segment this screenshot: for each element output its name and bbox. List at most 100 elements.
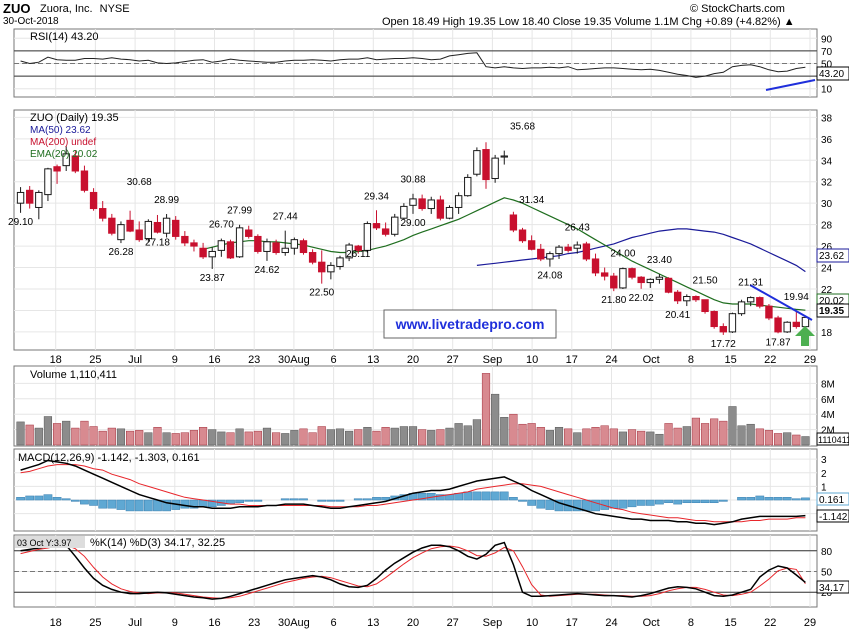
price-stats: Open 18.49 High 19.35 Low 18.40 Close 19… <box>382 16 795 28</box>
candle-body <box>527 240 536 250</box>
candle-body <box>564 246 572 251</box>
candle-body <box>637 276 645 284</box>
candle-body <box>546 253 554 260</box>
candle-body <box>126 219 134 232</box>
volume-tick-label: 6M <box>821 395 835 406</box>
price-tick-label: 28 <box>821 221 833 232</box>
candle-body <box>153 221 162 233</box>
volume-bar <box>180 432 189 446</box>
macd-histogram-bar <box>463 491 473 501</box>
macd-histogram-bar <box>280 498 290 501</box>
price-tick-label: 18 <box>821 328 833 339</box>
candle-body <box>281 247 289 254</box>
price-data-label: 17.87 <box>766 337 791 348</box>
volume-tick-label: 2M <box>821 426 835 437</box>
volume-bar <box>436 429 445 446</box>
x-tick-label: Sep <box>483 354 503 366</box>
candle-body <box>418 198 426 210</box>
stoch-tick-label: 50 <box>821 568 833 579</box>
macd-histogram-bar <box>198 499 208 508</box>
macd-histogram-bar <box>673 499 683 505</box>
ma50-value-box <box>816 248 849 263</box>
macd-histogram-bar <box>80 499 89 505</box>
macd-histogram-bar <box>125 499 135 512</box>
volume-bar <box>427 430 436 446</box>
macd-histogram-bar <box>536 499 546 509</box>
x-tick-label: 10 <box>526 354 538 366</box>
volume-bar <box>34 427 43 446</box>
macd-histogram-bar <box>363 498 372 501</box>
macd-line <box>20 459 806 526</box>
volume-bar <box>16 421 25 446</box>
candle-body <box>162 217 171 234</box>
x-tick-label-bottom: 9 <box>172 617 178 629</box>
candle-body <box>62 153 70 167</box>
volume-bar <box>80 420 89 446</box>
x-tick-label-bottom: 18 <box>50 617 62 629</box>
volume-bar <box>317 426 326 446</box>
candle-body <box>190 242 198 247</box>
candle-body <box>482 149 490 181</box>
candle-body <box>80 170 89 191</box>
price-data-label: 24.00 <box>610 249 635 260</box>
macd-histogram-bar <box>636 499 646 506</box>
price-tick-label: 32 <box>821 178 833 189</box>
rsi-trendline <box>765 79 816 91</box>
candle-body <box>172 219 180 237</box>
macd-histogram-bar <box>481 491 491 501</box>
price-data-label: 27.99 <box>227 206 252 217</box>
chart-date: 30-Oct-2018 <box>3 16 59 27</box>
price-data-label: 17.72 <box>711 339 736 350</box>
volume-bar <box>144 432 153 446</box>
x-tick-label: 25 <box>89 354 101 366</box>
stoch-plot <box>14 541 817 600</box>
price-tick-label: 30 <box>821 199 833 210</box>
up-arrow-icon <box>795 326 815 346</box>
ma50-legend: MA(50) 23.62 <box>30 125 91 136</box>
x-tick-label: 18 <box>50 354 62 366</box>
volume-bar <box>162 432 171 446</box>
candle-body <box>181 235 189 244</box>
x-tick-label-bottom: 23 <box>248 617 260 629</box>
price-data-label: 26.11 <box>346 249 371 260</box>
x-tick-label: 29 <box>804 354 816 366</box>
x-tick-label-bottom: 27 <box>447 617 459 629</box>
macd-histogram-bar <box>353 498 363 501</box>
volume-bar <box>737 425 746 446</box>
volume-bar <box>171 433 180 446</box>
macd-histogram-bar <box>372 497 381 501</box>
candle-body <box>610 275 618 289</box>
macd-histogram-bar <box>25 495 35 501</box>
macd-histogram-bar <box>180 499 190 509</box>
volume-bar <box>600 425 609 446</box>
macd-histogram-bar <box>244 499 254 502</box>
candle-body <box>254 235 262 252</box>
macd-histogram-bar <box>34 495 44 501</box>
macd-signal-line <box>20 464 806 523</box>
candle-body <box>491 157 499 180</box>
macd-histogram-bar <box>618 499 628 509</box>
volume-bar <box>98 430 107 446</box>
macd-histogram-bar <box>737 497 746 501</box>
candle-body <box>454 195 463 208</box>
rsi-tick-label: 70 <box>821 47 833 58</box>
volume-bar <box>363 427 372 446</box>
macd-histogram-bar <box>207 499 217 508</box>
volume-bar <box>746 423 755 446</box>
volume-bar <box>564 428 573 446</box>
volume-bar <box>372 430 381 446</box>
candle-body <box>664 277 673 293</box>
macd-histogram-bar <box>472 491 482 501</box>
volume-bar <box>25 424 34 446</box>
volume-bar <box>262 427 272 446</box>
stoch-legend: %K(14) %D(3) 34.17, 32.25 <box>90 537 225 549</box>
macd-histogram-bar <box>518 499 527 502</box>
volume-legend: Volume 1,110,411 <box>30 369 117 381</box>
macd-histogram-bar <box>591 499 600 512</box>
volume-bar <box>500 417 509 446</box>
price-data-label: 27.44 <box>273 212 298 223</box>
volume-bar <box>536 427 545 446</box>
candle-body <box>728 313 737 333</box>
macd-histogram-bar <box>52 497 62 501</box>
